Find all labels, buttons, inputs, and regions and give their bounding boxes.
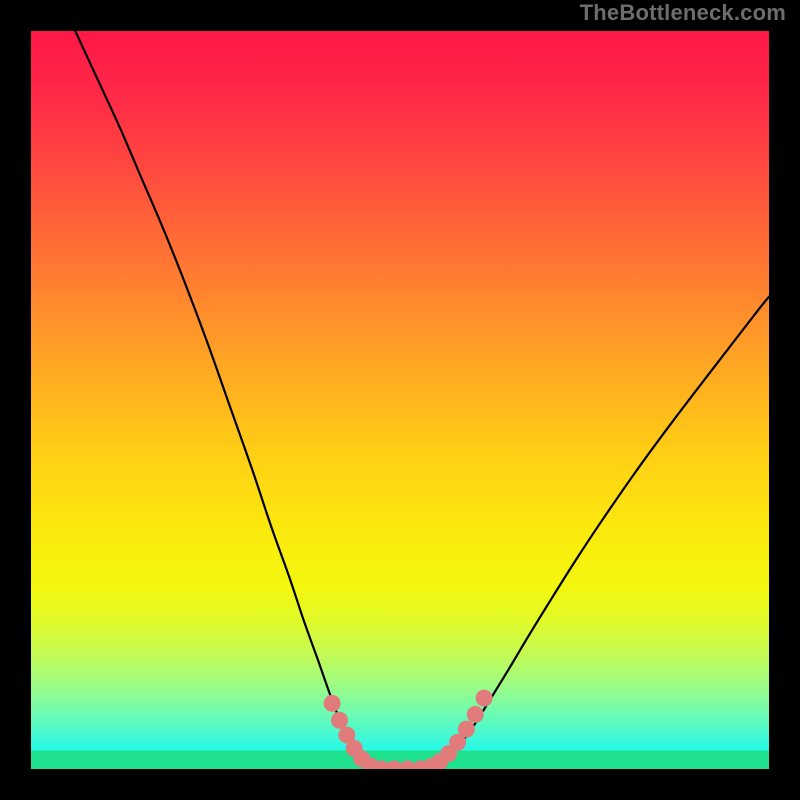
chart-svg (31, 31, 769, 769)
canvas: TheBottleneck.com (0, 0, 800, 800)
marker-left-0 (324, 695, 341, 712)
plot-area (31, 31, 769, 769)
marker-right-5 (467, 706, 484, 723)
marker-right-6 (476, 690, 493, 707)
marker-right-4 (458, 721, 475, 738)
gradient-background (31, 31, 769, 769)
watermark-text: TheBottleneck.com (580, 0, 786, 26)
marker-left-1 (331, 712, 348, 729)
